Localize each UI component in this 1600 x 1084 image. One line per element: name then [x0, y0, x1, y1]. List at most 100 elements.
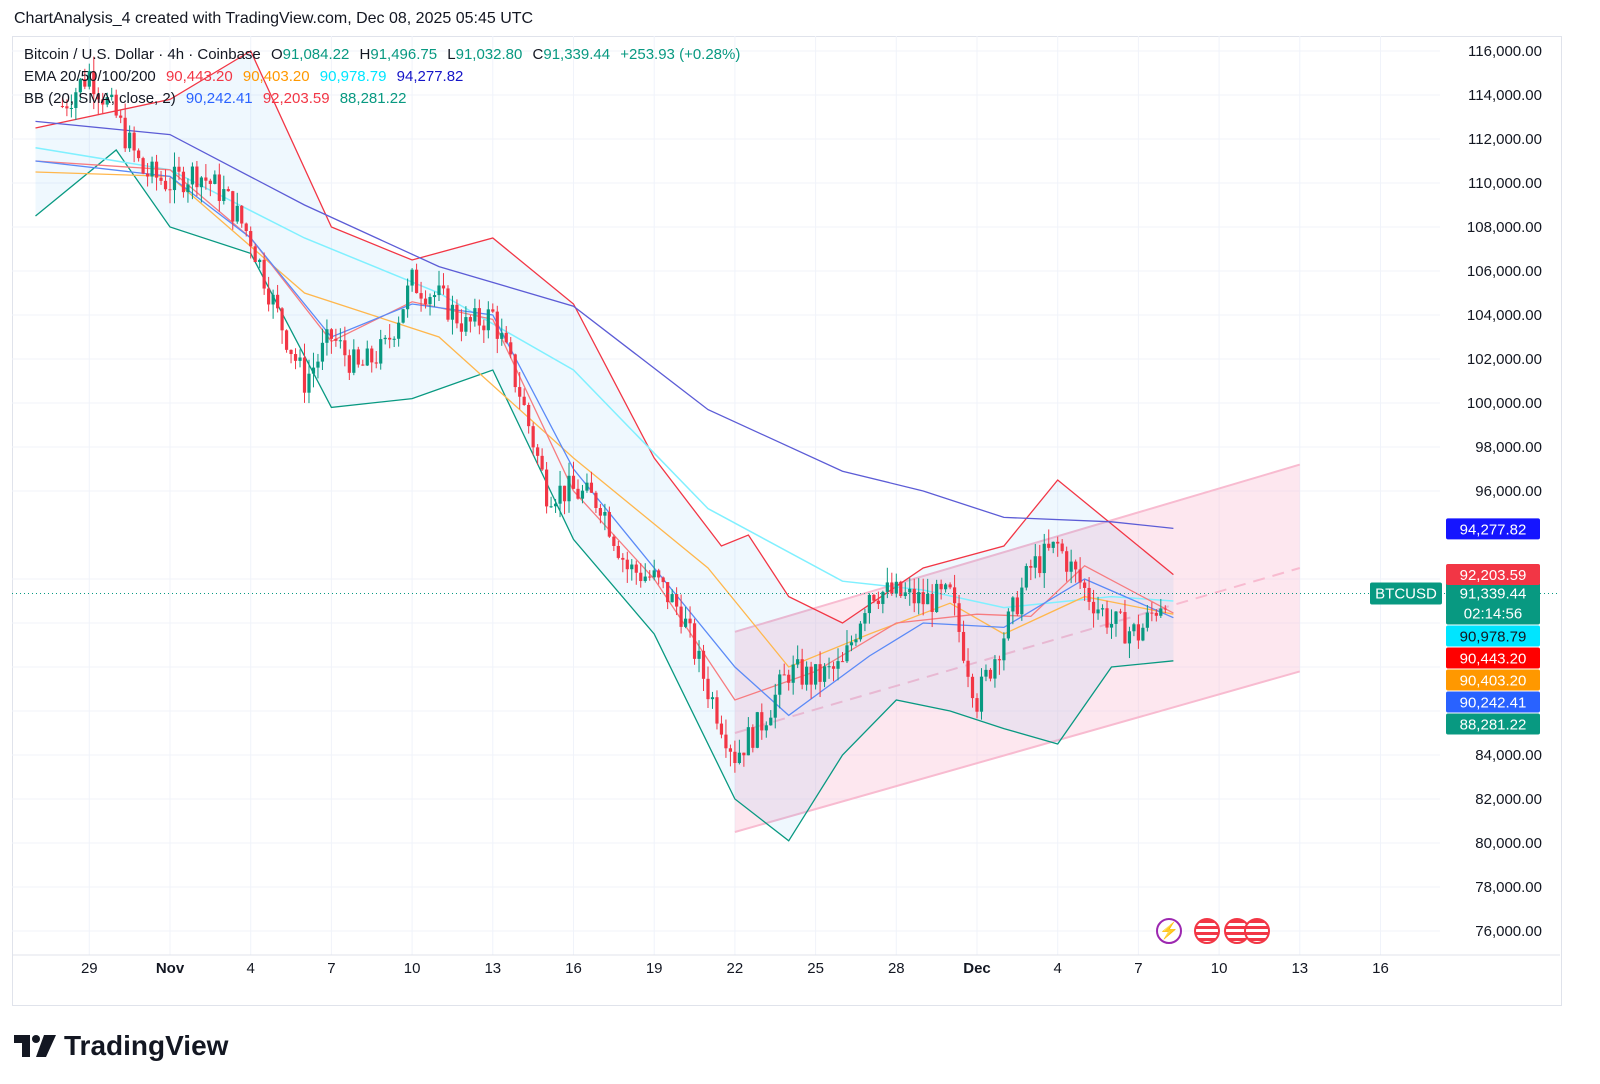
price-tag-bb_upper-label: 92,203.59	[1460, 567, 1527, 584]
candle-body	[432, 295, 437, 298]
candle-body	[1024, 566, 1028, 588]
channel-lower-line	[734, 670, 1301, 833]
price-tag-bb_mid	[1446, 691, 1540, 713]
candle-body	[280, 308, 284, 331]
candle-body	[545, 469, 549, 507]
legend-ema-row[interactable]: EMA 20/50/100/200 90,443.20 90,403.20 90…	[24, 68, 469, 85]
ema-label[interactable]: EMA 20/50/100/200	[24, 68, 156, 85]
candle-body	[491, 309, 495, 312]
last-price-tag	[1446, 582, 1540, 625]
candle-body	[553, 503, 558, 507]
candle-body	[778, 674, 782, 695]
legend-symbol-row[interactable]: Bitcoin / U.S. Dollar · 4h · Coinbase O9…	[24, 46, 746, 63]
candle-body	[83, 79, 87, 87]
candle-body	[701, 650, 706, 679]
candle-body	[455, 304, 459, 324]
candle-body	[504, 332, 508, 343]
candle-body	[428, 297, 432, 305]
candle-body	[616, 545, 620, 558]
candle-body	[60, 106, 64, 107]
candle-body	[1078, 569, 1082, 583]
symbol-title[interactable]: Bitcoin / U.S. Dollar · 4h · Coinbase	[24, 46, 261, 63]
candle-body	[1083, 582, 1087, 588]
candle-body	[226, 189, 230, 192]
ema100-line	[35, 147, 1174, 609]
candle-body	[231, 191, 235, 222]
tradingview-logo-icon	[14, 1035, 56, 1057]
us-flag-icon[interactable]	[1244, 918, 1270, 944]
chart-frame[interactable]	[12, 36, 1562, 1006]
candle-body	[284, 330, 289, 350]
candle-body	[522, 396, 526, 405]
candle-body	[101, 99, 105, 105]
candle-body	[1118, 611, 1123, 613]
legend-bb-row[interactable]: BB (20, SMA, close, 2) 90,242.41 92,203.…	[24, 90, 412, 107]
candle-body	[105, 97, 109, 105]
candle-body	[666, 582, 670, 603]
candle-body	[262, 259, 266, 289]
candle-body	[1127, 631, 1132, 644]
candle-body	[352, 349, 356, 373]
price-tick-label: 78,000.00	[1475, 879, 1542, 896]
candle-body	[728, 748, 733, 752]
lightning-icon[interactable]: ⚡	[1156, 918, 1182, 944]
candle-body	[379, 339, 383, 364]
candle-body	[580, 490, 585, 499]
candle-body	[1074, 561, 1078, 570]
candle-body	[446, 288, 450, 320]
candle-body	[482, 325, 486, 331]
candle-body	[809, 666, 813, 685]
candle-body	[1123, 612, 1127, 644]
candle-body	[388, 337, 392, 340]
time-tick-label: 10	[1211, 960, 1228, 977]
channel-upper-line	[734, 463, 1301, 633]
candle-body	[818, 664, 822, 682]
candle-body	[1163, 608, 1167, 610]
candle-body	[414, 269, 419, 294]
candle-body	[630, 564, 634, 570]
candle-body	[576, 488, 580, 499]
candle-body	[96, 94, 100, 100]
candle-body	[733, 751, 737, 764]
candle-body	[791, 664, 795, 683]
price-tag-bb_upper	[1446, 564, 1540, 586]
candle-body	[168, 189, 172, 191]
price-tag-ema50	[1446, 669, 1540, 691]
high-value: 91,496.75	[370, 46, 438, 63]
candle-body	[571, 475, 576, 489]
time-tick-label: 16	[565, 960, 582, 977]
candle-body	[1069, 561, 1073, 572]
candle-body	[692, 623, 697, 659]
candle-body	[652, 570, 656, 578]
candle-body	[639, 572, 643, 582]
us-flag-icon[interactable]	[1194, 918, 1220, 944]
candle-body	[1047, 543, 1051, 548]
candle-body	[944, 584, 948, 590]
candle-body	[78, 79, 82, 93]
bb-mid-value: 90,242.41	[185, 90, 253, 107]
candle-body	[836, 661, 840, 669]
candle-body	[760, 712, 764, 731]
tradingview-logo[interactable]: TradingView	[14, 1030, 228, 1062]
candle-body	[881, 591, 885, 604]
candle-body	[831, 666, 836, 669]
candle-body	[419, 293, 423, 299]
price-tick-label: 100,000.00	[1467, 395, 1542, 412]
candle-body	[921, 592, 925, 605]
channel-fill	[734, 464, 1300, 832]
event-icons[interactable]: ⚡	[1156, 918, 1270, 944]
candle-body	[302, 357, 307, 393]
time-tick-label: 28	[888, 960, 905, 977]
chart-title: ChartAnalysis_4 created with TradingView…	[14, 10, 534, 27]
bb-label[interactable]: BB (20, SMA, close, 2)	[24, 90, 176, 107]
candle-body	[957, 603, 961, 632]
ema50-value: 90,403.20	[242, 68, 310, 85]
price-tick-label: 84,000.00	[1475, 747, 1542, 764]
candle-body	[979, 676, 984, 712]
candle-body	[746, 727, 750, 756]
candle-body	[643, 576, 647, 582]
price-tag-bb_lower	[1446, 713, 1540, 735]
candle-body	[863, 613, 867, 624]
candle-body	[1006, 611, 1010, 639]
